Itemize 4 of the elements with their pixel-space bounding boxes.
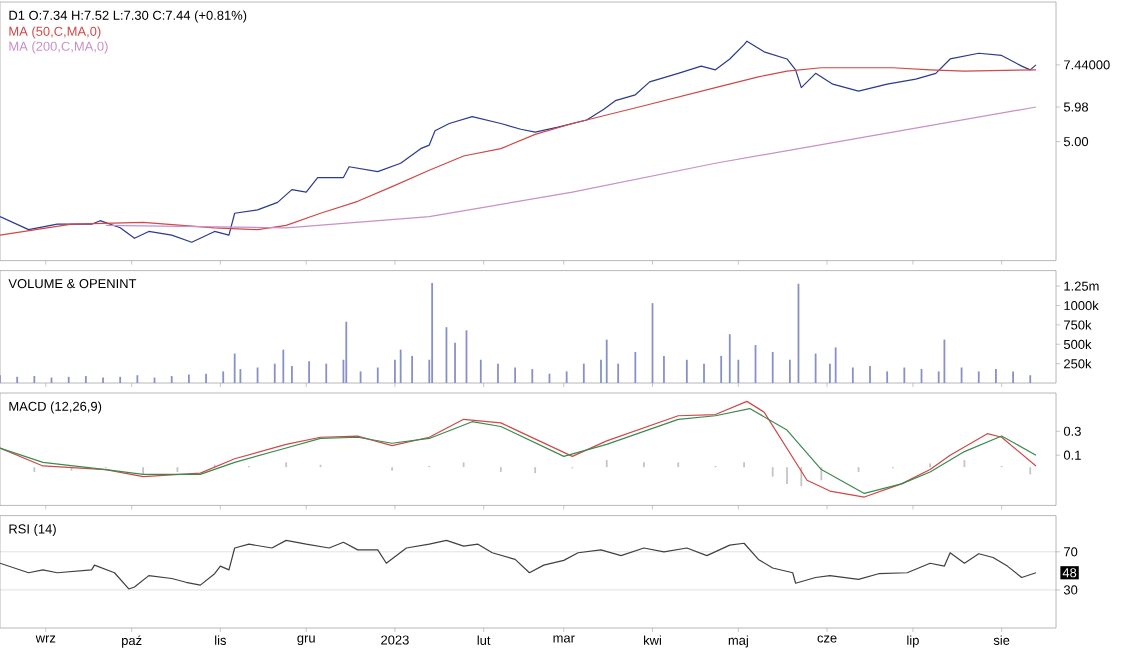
line-series — [0, 539, 1037, 590]
line-series — [0, 40, 1037, 243]
line-series — [0, 67, 1037, 236]
line-series — [105, 106, 1037, 229]
